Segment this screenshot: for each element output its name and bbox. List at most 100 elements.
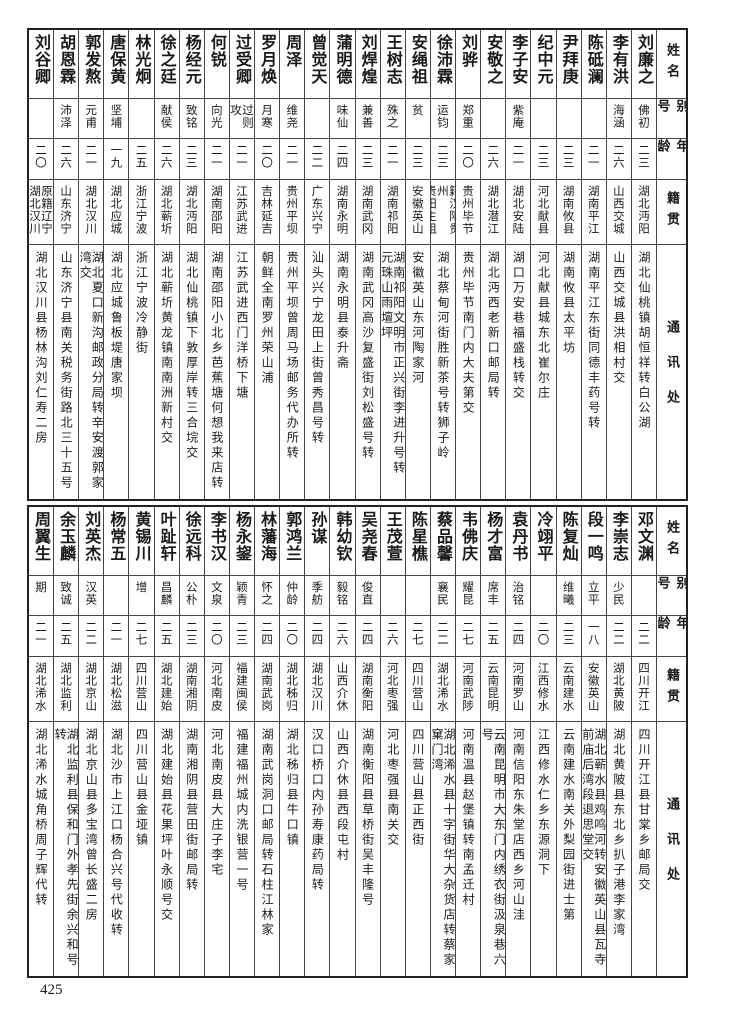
age-text: 二一 — [234, 144, 249, 169]
person-record: 刘廉之 佛初 二三 湖北沔阳 湖北仙桃镇胡恒祥转白公湖 — [630, 30, 656, 499]
address-text: 湖北蕲圻黄龙镇南南洲新村交 — [159, 251, 174, 446]
age-cell: 二四 — [506, 616, 531, 657]
age-text: 二四 — [310, 621, 325, 646]
native-text: 广东兴宁 — [310, 185, 325, 235]
age-text: 二六 — [159, 144, 174, 169]
native-cell: 福建闽侯 — [229, 657, 254, 722]
address-text: 贵州毕节南门内大夫第交 — [461, 251, 476, 416]
age-cell: 二一 — [28, 616, 53, 657]
age-cell: 二四 — [330, 139, 355, 180]
name-cell: 罗月焕 — [255, 30, 280, 99]
age-cell: 二一 — [506, 139, 531, 180]
header-label: 籍贯 — [664, 191, 679, 233]
age-text: 二六 — [385, 621, 400, 646]
name-text: 曾觉天 — [308, 34, 328, 85]
native-cell: 原籍辽宁 湖北汉川 — [28, 180, 53, 245]
age-cell: 二一 — [380, 139, 405, 180]
age-text: 二〇 — [209, 621, 224, 646]
age-text: 二六 — [611, 144, 626, 169]
native-text: 原籍辽宁 湖北汉川 — [28, 185, 53, 235]
age-text: 二三 — [536, 144, 551, 169]
person-record: 刘焊煌 兼善 二三 湖南武冈 湖南武冈高沙复盛街刘松盛号转 — [354, 30, 380, 499]
name-text: 冷翊平 — [534, 511, 554, 562]
age-cell: 二七 — [405, 616, 430, 657]
native-cell: 湖北蕲圻 — [154, 180, 179, 245]
name-text: 刘英杰 — [82, 511, 102, 562]
name-text: 李崇志 — [609, 511, 629, 562]
native-text: 湖北监利 — [59, 662, 74, 712]
age-cell: 二六 — [380, 616, 405, 657]
native-text: 湖北安陆 — [511, 185, 526, 235]
age-cell: 二六 — [54, 139, 79, 180]
address-cell: 湖北蔡甸河街胜新茶号转狮子岭 — [431, 245, 455, 499]
age-cell: 二五 — [54, 616, 79, 657]
native-cell: 云南昆明 — [481, 657, 506, 722]
age-text: 二一 — [511, 144, 526, 169]
header-cell-native: 籍贯 — [657, 657, 686, 722]
address-cell: 汉口桥口内孙寿康药局转 — [305, 722, 329, 976]
age-cell: 二三 — [430, 139, 455, 180]
name-text: 过受卿 — [232, 34, 252, 85]
age-text: 二三 — [410, 144, 425, 169]
native-cell: 湖北潜江 — [481, 180, 506, 245]
address-text: 湖北蔡甸河街胜新茶号转狮子岭 — [435, 251, 450, 461]
alias-cell: 兼善 — [355, 99, 380, 139]
address-cell: 湖南永明县泰升斋 — [330, 245, 354, 499]
name-cell: 尹拜庚 — [556, 30, 581, 99]
person-record: 徐之廷 献侯 二六 湖北蕲圻 湖北蕲圻黄龙镇南南洲新村交 — [153, 30, 179, 499]
age-cell: 二三 — [531, 139, 556, 180]
alias-cell: 运钧 — [430, 99, 455, 139]
age-text: 二五 — [134, 144, 149, 169]
native-cell: 广东兴宁 — [305, 180, 330, 245]
alias-cell: 维尧 — [280, 99, 305, 139]
native-text: 河南武陟 — [461, 662, 476, 712]
name-text: 韦佛庆 — [459, 511, 479, 562]
age-text: 二七 — [134, 621, 149, 646]
age-text: 二〇 — [260, 144, 275, 169]
page-number: 425 — [40, 982, 63, 998]
address-text: 四川营山县正西街 — [410, 728, 425, 848]
native-text: 浙江宁波 — [134, 185, 149, 235]
alias-cell: 汉英 — [79, 576, 104, 616]
age-cell: 二〇 — [28, 139, 53, 180]
roster-table-bottom: 姓名 别号 年龄 籍贯 通讯处 邓文渊 二二 四川开江 四川开江县甘棠乡邮局交 李崇志 少民 二二 湖北… — [27, 505, 688, 978]
address-cell: 湖北汉川县杨林沟刘仁寿二房 — [29, 245, 53, 499]
native-cell: 湖北浠水 — [430, 657, 455, 722]
alias-cell: 昌麟 — [154, 576, 179, 616]
name-text: 刘谷卿 — [31, 34, 51, 85]
age-text: 二三 — [184, 144, 199, 169]
native-cell: 河南武陟 — [456, 657, 481, 722]
name-text: 邓文渊 — [634, 511, 654, 562]
native-text: 湖北蕲圻 — [159, 185, 174, 235]
name-text: 吴尧春 — [358, 511, 378, 562]
alias-cell: 毅铭 — [330, 576, 355, 616]
alias-cell: 贫 — [405, 99, 430, 139]
age-cell: 二七 — [456, 616, 481, 657]
header-cell-age: 年龄 — [657, 139, 686, 180]
native-text: 河北南皮 — [209, 662, 224, 712]
address-text: 湖南邵阳小北乡芭蕉塘何想我来店转 — [209, 251, 224, 491]
name-text: 王茂萱 — [383, 511, 403, 562]
age-text: 二一 — [109, 621, 124, 646]
alias-cell — [28, 99, 53, 139]
name-text: 刘廉之 — [634, 34, 654, 85]
name-text: 安绳祖 — [408, 34, 428, 85]
age-cell: 二一 — [204, 139, 229, 180]
age-cell: 二一 — [581, 139, 606, 180]
address-cell: 四川开江县甘棠乡邮局交 — [632, 722, 656, 976]
native-text: 湖北京山 — [84, 662, 99, 712]
alias-cell — [581, 99, 606, 139]
person-record: 纪中元 二三 河北献县 河北献县城东北崔尔庄 — [530, 30, 556, 499]
address-text: 湖北沔西老新口邮局转 — [486, 251, 501, 401]
age-text: 二四 — [360, 621, 375, 646]
alias-cell: 立平 — [581, 576, 606, 616]
address-text: 湖南永明县泰升斋 — [335, 251, 350, 371]
alias-text: 月寒 — [260, 104, 275, 129]
native-cell: 籍汉阳贵州 贵阳生祖 — [430, 180, 455, 245]
name-cell: 何锐 — [204, 30, 229, 99]
name-cell: 周泽 — [280, 30, 305, 99]
age-text: 二一 — [33, 621, 48, 646]
age-text: 二〇 — [536, 621, 551, 646]
address-cell: 湖北监利县保和门外孝先街余兴和号转 — [54, 722, 78, 976]
name-cell: 刘廉之 — [631, 30, 656, 99]
